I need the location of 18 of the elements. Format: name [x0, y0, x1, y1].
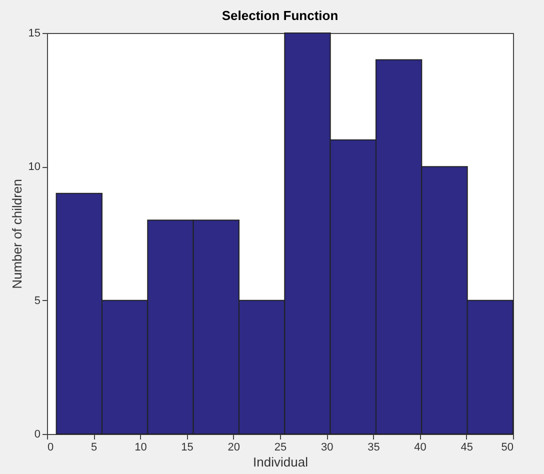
x-tick-label: 15: [181, 442, 194, 454]
y-tick-label: 15: [28, 28, 40, 40]
x-axis-title: Individual: [253, 454, 308, 470]
x-tick-label: 5: [91, 442, 98, 454]
x-tick-label: 25: [274, 442, 287, 454]
chart-title: Selection Function: [222, 8, 338, 23]
x-tick-label: 50: [501, 442, 514, 454]
x-tick-label: 0: [48, 442, 54, 454]
y-tick-label: 10: [28, 161, 40, 174]
x-tick-label: 30: [320, 442, 334, 454]
x-tick-label: 10: [134, 442, 147, 454]
x-tick-label: 35: [368, 442, 380, 454]
y-tick-label: 0: [34, 428, 40, 440]
x-tick-label: 45: [460, 442, 474, 454]
y-axis-title: Number of children: [9, 179, 24, 289]
x-tick-label: 40: [414, 442, 426, 454]
y-tick-label: 5: [34, 294, 40, 307]
x-tick-label: 20: [228, 442, 240, 454]
